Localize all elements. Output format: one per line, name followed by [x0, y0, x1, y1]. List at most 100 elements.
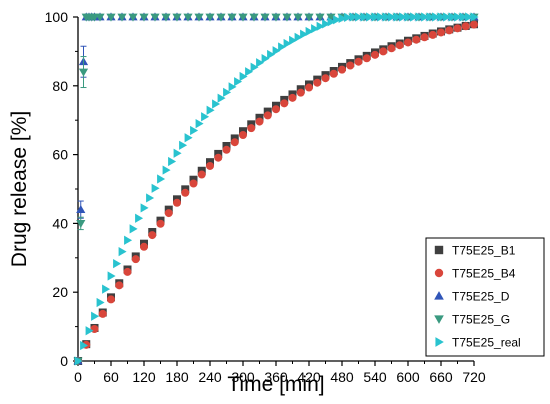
data-point	[272, 46, 281, 56]
data-point	[247, 124, 256, 133]
y-tick-label: 40	[52, 215, 68, 231]
data-point	[453, 24, 462, 33]
data-point	[217, 93, 226, 103]
data-point	[360, 12, 369, 22]
data-point	[371, 50, 379, 59]
data-point	[206, 105, 215, 115]
legend-marker	[434, 315, 444, 324]
data-point	[294, 32, 303, 42]
data-point	[255, 117, 264, 126]
legend: T75E25_B1 T75E25_B4 T75E25_D T75E25_G T75E25…	[425, 237, 545, 357]
axes: 0 60 120 180 240 300 360 420 480 540 600 660 720 0 20 4…	[45, 9, 486, 385]
data-point	[305, 83, 313, 92]
x-tick-label: 600	[396, 369, 420, 385]
data-point	[179, 140, 188, 150]
data-point	[465, 12, 474, 22]
legend-label: T75E25_G	[452, 313, 510, 327]
data-point	[102, 284, 111, 294]
data-point	[327, 17, 336, 27]
data-point	[432, 12, 441, 22]
data-point	[437, 12, 446, 22]
data-point	[289, 35, 298, 45]
data-point	[322, 19, 331, 29]
data-point	[393, 12, 402, 22]
data-point	[355, 12, 364, 22]
x-tick-label: 540	[363, 369, 387, 385]
data-point	[288, 93, 297, 102]
data-point	[78, 68, 89, 77]
x-tick-label: 180	[165, 369, 189, 385]
data-point	[426, 12, 435, 22]
data-point	[421, 12, 430, 22]
data-point	[106, 13, 116, 22]
data-point	[189, 179, 198, 188]
data-point	[161, 13, 171, 22]
series-T75E25_D	[73, 12, 479, 365]
data-point	[95, 13, 105, 22]
data-point	[305, 26, 314, 37]
data-point	[205, 13, 215, 22]
data-point	[222, 145, 231, 154]
data-point	[371, 12, 380, 22]
series-T75E25_real	[74, 12, 479, 366]
data-point	[227, 13, 237, 22]
data-point	[96, 297, 105, 308]
data-point	[85, 326, 94, 336]
data-point	[399, 12, 408, 22]
data-point	[470, 12, 479, 22]
data-point	[107, 271, 116, 281]
x-tick-label: 300	[231, 369, 255, 385]
legend-marker	[434, 245, 444, 255]
data-point	[76, 205, 86, 214]
data-point	[228, 82, 237, 92]
data-point	[148, 231, 157, 240]
legend-label: T75E25_B1	[452, 244, 516, 258]
data-point	[113, 259, 122, 269]
data-point	[139, 13, 149, 22]
data-point	[283, 38, 292, 49]
data-point	[304, 13, 314, 22]
data-point	[118, 247, 127, 257]
data-point	[316, 21, 325, 31]
data-point	[415, 12, 424, 22]
data-point	[76, 220, 86, 228]
data-point	[123, 267, 132, 276]
data-point	[98, 309, 107, 318]
x-axis-title: Time [min]	[227, 373, 324, 396]
data-point	[214, 153, 223, 162]
data-point	[173, 198, 181, 207]
data-point	[256, 58, 265, 68]
legend-marker	[435, 337, 444, 347]
data-point	[216, 13, 226, 22]
data-point	[379, 47, 388, 56]
x-tick-label: 660	[429, 369, 453, 385]
data-point	[448, 12, 457, 22]
data-point	[412, 35, 421, 44]
data-point	[311, 24, 320, 34]
legend-box	[425, 237, 545, 357]
data-point	[206, 161, 214, 170]
data-point	[333, 15, 342, 25]
data-point	[250, 62, 259, 72]
data-point	[195, 119, 204, 129]
data-point	[173, 148, 182, 158]
data-point	[445, 26, 454, 35]
data-point	[135, 213, 144, 223]
series-T75E25_B4	[74, 20, 478, 365]
y-tick-label: 80	[52, 78, 68, 94]
y-tick-label: 20	[52, 284, 68, 300]
data-point	[272, 105, 280, 114]
data-point	[454, 12, 463, 22]
data-point	[263, 111, 272, 120]
data-point	[157, 174, 166, 184]
data-point	[91, 311, 100, 321]
data-point	[404, 12, 413, 22]
data-point	[212, 99, 221, 109]
series-T75E25_G	[73, 13, 479, 366]
y-axis-title: Drug release [%]	[8, 111, 31, 267]
data-point	[321, 74, 330, 83]
data-point	[293, 13, 303, 22]
legend-label: T75E25_real	[452, 336, 521, 350]
data-point	[461, 22, 470, 31]
data-point	[129, 224, 138, 234]
